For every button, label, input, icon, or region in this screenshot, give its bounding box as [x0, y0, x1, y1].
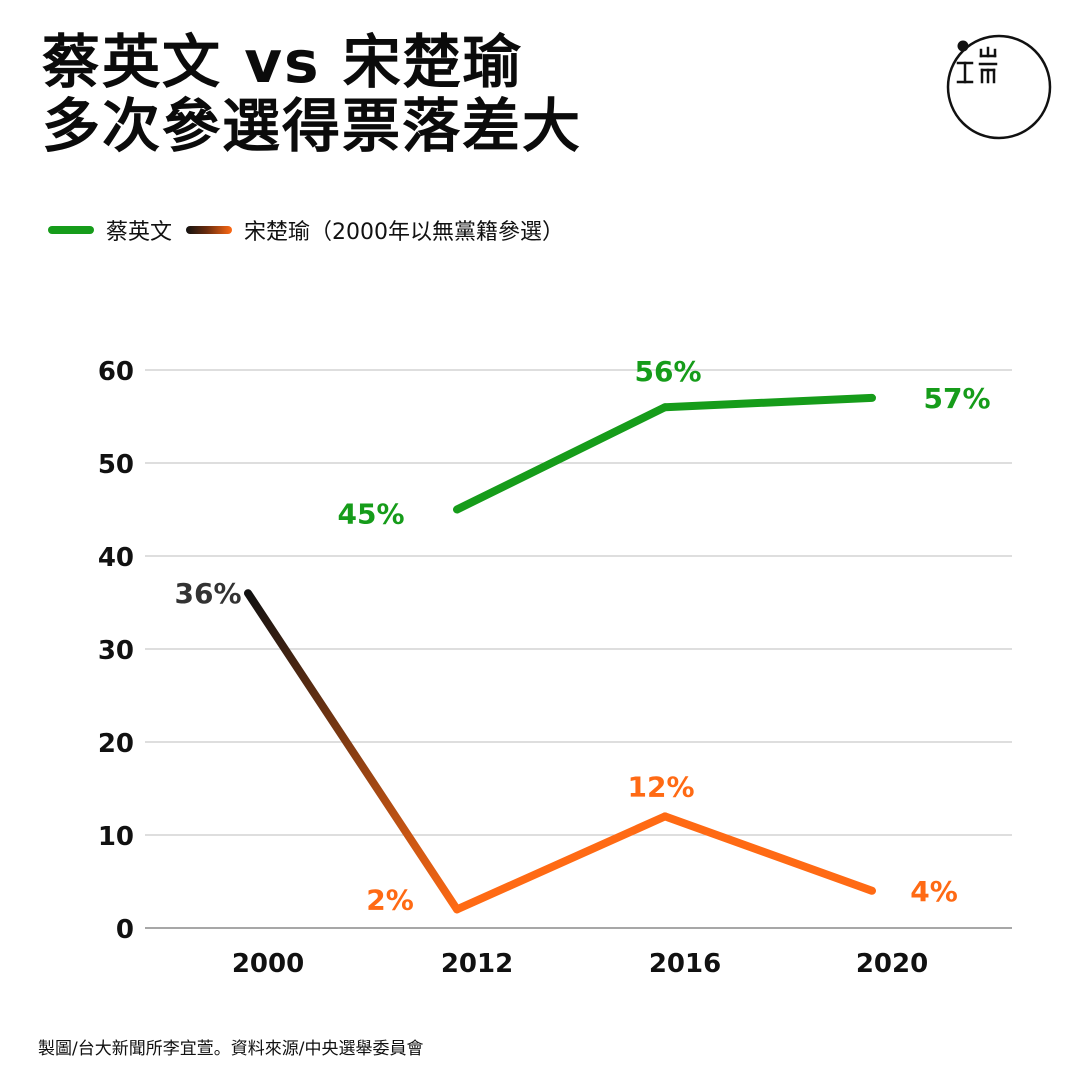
legend-item-tsai: 蔡英文 [48, 214, 172, 246]
data-label-tsai: 56% [634, 355, 701, 388]
data-label-soong: 2% [366, 883, 414, 916]
data-label-soong: 12% [627, 770, 694, 803]
chart-title-line-1: 蔡英文 vs 宋楚瑜 [42, 28, 523, 96]
y-tick-label: 10 [98, 822, 134, 852]
publisher-logo-icon [946, 34, 1052, 140]
series-line-tsai [661, 393, 876, 412]
y-tick-label: 50 [98, 450, 134, 480]
y-tick-label: 20 [98, 729, 134, 759]
y-tick-label: 60 [98, 357, 134, 387]
chart-title: 蔡英文 vs 宋楚瑜 多次參選得票落差大 [42, 30, 582, 158]
y-tick-label: 40 [98, 543, 134, 573]
x-tick-label: 2020 [856, 949, 928, 979]
line-chart: 0 10 20 30 40 50 60 2000 2012 2016 2020 45% 56% 57% 36… [98, 355, 1012, 979]
data-label-tsai: 45% [337, 498, 404, 531]
series-line-tsai [453, 403, 669, 514]
x-tick-label: 2012 [441, 949, 513, 979]
x-tick-label: 2000 [232, 949, 304, 979]
legend-item-soong: 宋楚瑜（2000年以無黨籍參選） [186, 214, 564, 246]
chart-legend: 蔡英文 宋楚瑜（2000年以無黨籍參選） [48, 214, 578, 246]
x-tick-label: 2016 [649, 949, 721, 979]
y-tick-label: 0 [116, 915, 134, 945]
legend-label-tsai: 蔡英文 [106, 220, 173, 245]
y-tick-label: 30 [98, 636, 134, 666]
series-line-soong [661, 812, 876, 895]
data-label-soong: 4% [910, 875, 958, 908]
legend-swatch-soong [186, 226, 233, 234]
legend-label-soong: 宋楚瑜（2000年以無黨籍參選） [244, 220, 565, 245]
source-credit: 製圖/台大新聞所李宜萱。資料來源/中央選舉委員會 [38, 1039, 424, 1059]
chart-title-line-2: 多次參選得票落差大 [42, 92, 583, 160]
data-label-soong: 36% [174, 577, 241, 610]
series-line-soong [453, 812, 669, 914]
legend-swatch-tsai [48, 226, 94, 234]
data-label-tsai: 57% [923, 382, 990, 415]
series-line-soong [244, 589, 461, 914]
